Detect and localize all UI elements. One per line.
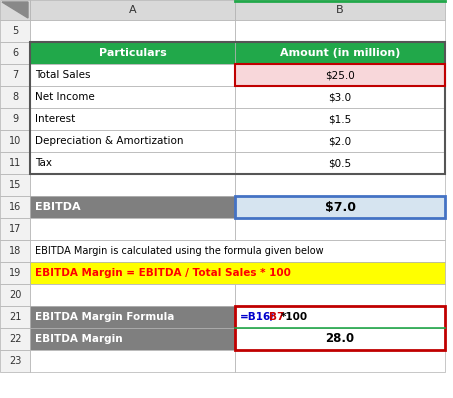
- Bar: [30, 328, 235, 350]
- Text: Total Sales: Total Sales: [35, 70, 91, 80]
- Bar: [0, 174, 30, 196]
- Text: Net Income: Net Income: [35, 92, 95, 102]
- Text: 23: 23: [9, 356, 21, 366]
- Bar: [0, 262, 30, 284]
- Bar: [0, 196, 30, 218]
- Text: 22: 22: [9, 334, 21, 344]
- Text: 10: 10: [9, 136, 21, 146]
- Bar: [0, 130, 30, 152]
- Bar: [30, 152, 235, 174]
- Text: 5: 5: [12, 26, 18, 36]
- Bar: [235, 20, 445, 42]
- Bar: [0, 284, 30, 306]
- Bar: [30, 174, 235, 196]
- Text: 20: 20: [9, 290, 21, 300]
- Bar: [0, 328, 30, 350]
- Text: $25.0: $25.0: [325, 70, 355, 80]
- Bar: [30, 350, 235, 372]
- Text: 6: 6: [12, 48, 18, 58]
- Text: B: B: [336, 5, 344, 15]
- Bar: [30, 130, 235, 152]
- Bar: [235, 174, 445, 196]
- Text: 21: 21: [9, 312, 21, 322]
- Bar: [30, 20, 235, 42]
- Text: $7.0: $7.0: [324, 201, 356, 213]
- Bar: [30, 64, 235, 86]
- Bar: [235, 64, 445, 86]
- Bar: [30, 218, 235, 240]
- Text: $3.0: $3.0: [328, 92, 352, 102]
- Bar: [235, 108, 445, 130]
- Bar: [235, 306, 445, 350]
- Text: $2.0: $2.0: [328, 136, 352, 146]
- Bar: [30, 42, 235, 64]
- Bar: [235, 196, 445, 218]
- Bar: [0, 350, 30, 372]
- Bar: [235, 86, 445, 108]
- Text: Particulars: Particulars: [99, 48, 166, 58]
- Bar: [30, 240, 445, 262]
- Bar: [0, 42, 30, 64]
- Bar: [235, 218, 445, 240]
- Bar: [235, 42, 445, 64]
- Text: Depreciation & Amortization: Depreciation & Amortization: [35, 136, 183, 146]
- Text: EBITDA Margin Formula: EBITDA Margin Formula: [35, 312, 174, 322]
- Bar: [0, 108, 30, 130]
- Text: B7: B7: [269, 312, 284, 322]
- Bar: [0, 306, 30, 328]
- Bar: [235, 0, 445, 20]
- Bar: [30, 42, 445, 174]
- Text: A: A: [129, 5, 136, 15]
- Bar: [235, 64, 445, 86]
- Text: Interest: Interest: [35, 114, 75, 124]
- Bar: [30, 0, 235, 20]
- Text: $0.5: $0.5: [328, 158, 352, 168]
- Text: 11: 11: [9, 158, 21, 168]
- Polygon shape: [2, 2, 28, 18]
- Text: Tax: Tax: [35, 158, 52, 168]
- Bar: [0, 20, 30, 42]
- Text: EBITDA Margin: EBITDA Margin: [35, 334, 123, 344]
- Text: EBITDA Margin = EBITDA / Total Sales * 100: EBITDA Margin = EBITDA / Total Sales * 1…: [35, 268, 291, 278]
- Bar: [235, 306, 445, 328]
- Text: 28.0: 28.0: [325, 332, 355, 345]
- Bar: [0, 0, 30, 20]
- Bar: [30, 86, 235, 108]
- Bar: [30, 108, 235, 130]
- Bar: [0, 152, 30, 174]
- Text: 8: 8: [12, 92, 18, 102]
- Text: 9: 9: [12, 114, 18, 124]
- Text: 18: 18: [9, 246, 21, 256]
- Bar: [235, 152, 445, 174]
- Text: 17: 17: [9, 224, 21, 234]
- Text: $1.5: $1.5: [328, 114, 352, 124]
- Text: 15: 15: [9, 180, 21, 190]
- Bar: [0, 86, 30, 108]
- Bar: [30, 196, 235, 218]
- Text: EBITDA: EBITDA: [35, 202, 81, 212]
- Bar: [0, 64, 30, 86]
- Text: 19: 19: [9, 268, 21, 278]
- Text: Amount (in million): Amount (in million): [280, 48, 400, 58]
- Text: *100: *100: [280, 312, 308, 322]
- Bar: [235, 196, 445, 218]
- Bar: [0, 240, 30, 262]
- Bar: [235, 284, 445, 306]
- Text: EBITDA Margin is calculated using the formula given below: EBITDA Margin is calculated using the fo…: [35, 246, 323, 256]
- Text: =B16/: =B16/: [240, 312, 275, 322]
- Bar: [0, 218, 30, 240]
- Text: 7: 7: [12, 70, 18, 80]
- Text: 16: 16: [9, 202, 21, 212]
- Bar: [235, 350, 445, 372]
- Bar: [235, 130, 445, 152]
- Bar: [235, 328, 445, 350]
- Bar: [30, 306, 235, 328]
- Bar: [30, 262, 445, 284]
- Bar: [30, 284, 235, 306]
